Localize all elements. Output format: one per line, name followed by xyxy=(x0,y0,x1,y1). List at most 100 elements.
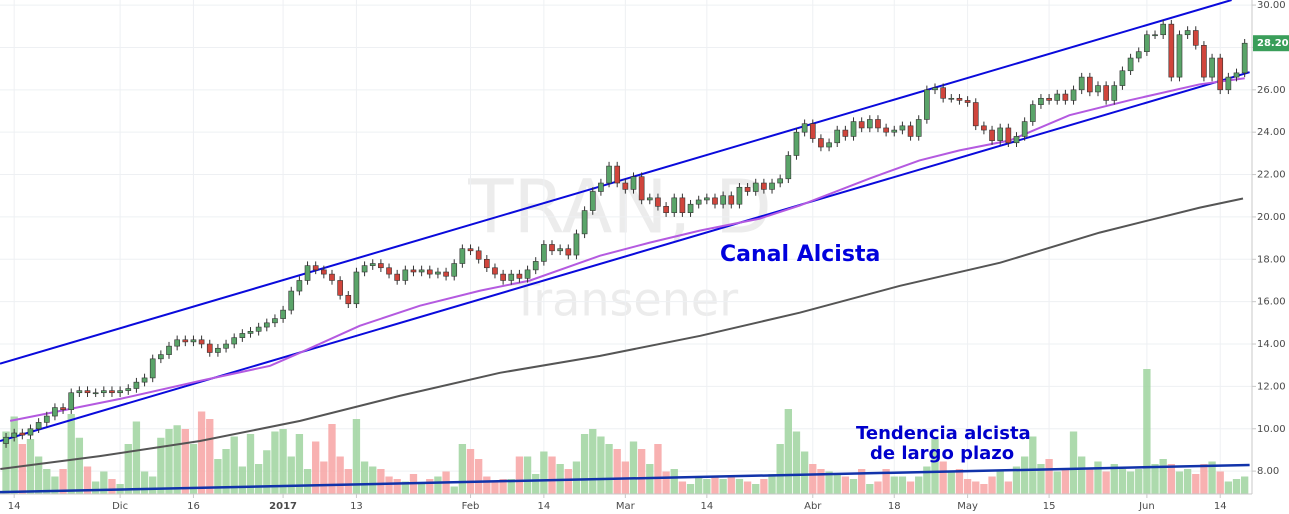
candle-body xyxy=(35,422,42,430)
candle-body xyxy=(850,121,857,137)
volume-bar xyxy=(108,479,116,494)
candle-body xyxy=(1184,30,1191,36)
volume-bar xyxy=(360,461,369,494)
volume-bar xyxy=(149,476,157,494)
candle-body xyxy=(875,119,881,129)
volume-bar xyxy=(743,481,752,494)
candle-body xyxy=(1209,57,1215,78)
candle-body xyxy=(524,269,531,279)
candle-body xyxy=(598,182,604,192)
x-tick-label: 16 xyxy=(187,501,200,512)
x-tick-label: 2017 xyxy=(269,501,297,512)
volume-bar xyxy=(92,481,100,494)
volume-bar xyxy=(417,484,426,494)
volume-bar xyxy=(1216,471,1224,494)
candle-body xyxy=(1087,76,1093,93)
volume-bar xyxy=(401,481,409,494)
volume-bar xyxy=(719,479,727,494)
candle-body xyxy=(1046,97,1052,101)
candle-body xyxy=(508,273,515,281)
watermark-name: Transener xyxy=(511,273,738,327)
volume-bar xyxy=(279,429,287,494)
volume-bar xyxy=(703,479,711,494)
candle-body xyxy=(1144,34,1150,52)
candle-body xyxy=(84,390,91,394)
volume-bar xyxy=(1053,471,1061,494)
volume-bar xyxy=(996,471,1004,494)
candle-body xyxy=(52,407,58,417)
volume-bar xyxy=(491,481,499,494)
volume-bar xyxy=(800,451,809,494)
candle-body xyxy=(687,203,694,213)
volume-bar xyxy=(1061,469,1070,494)
candle-body xyxy=(1070,89,1077,101)
candle-body xyxy=(1168,23,1175,78)
volume-bar xyxy=(1102,471,1110,494)
candle-body xyxy=(3,436,9,444)
candle-body xyxy=(818,138,824,148)
candle-body xyxy=(1005,127,1012,144)
candle-body xyxy=(435,271,441,275)
candle-body xyxy=(182,339,189,343)
candle-body xyxy=(296,280,303,292)
candle-body xyxy=(549,244,555,252)
candle-body xyxy=(1119,70,1126,86)
volume-bar xyxy=(1110,464,1118,494)
volume-bar xyxy=(377,469,385,494)
candle-body xyxy=(215,347,221,353)
volume-bar xyxy=(866,484,874,494)
volume-bar xyxy=(1208,461,1216,494)
volume-bar xyxy=(1192,474,1200,494)
candle-body xyxy=(1054,93,1061,101)
candle-body xyxy=(60,407,66,410)
candle-body xyxy=(883,127,889,133)
volume-bar xyxy=(898,476,907,494)
candle-body xyxy=(932,87,938,91)
volume-bar xyxy=(548,456,556,494)
price-axis-bg xyxy=(1252,0,1289,514)
volume-bar xyxy=(564,469,572,494)
volume-bar xyxy=(181,429,189,494)
volume-bar xyxy=(140,471,149,494)
volume-bar xyxy=(206,419,214,494)
candle-body xyxy=(1111,85,1118,101)
candle-body xyxy=(125,388,132,391)
candle-body xyxy=(467,248,474,252)
volume-bar xyxy=(67,414,75,494)
volume-bar xyxy=(1037,464,1045,494)
volume-bar xyxy=(540,451,548,494)
candle-body xyxy=(1038,97,1044,105)
candle-body xyxy=(785,155,792,180)
candle-body xyxy=(329,273,335,281)
candle-body xyxy=(1201,45,1207,78)
volume-bar xyxy=(1232,479,1241,494)
candle-body xyxy=(402,269,409,281)
candle-body xyxy=(1152,34,1158,37)
candle-body xyxy=(27,428,34,436)
volume-bar xyxy=(1224,481,1233,494)
volume-bar xyxy=(735,479,744,494)
candle-body xyxy=(231,337,238,345)
volume-bar xyxy=(613,449,621,494)
annotation: Tendencia alcista xyxy=(856,423,1031,444)
candle-body xyxy=(728,195,735,205)
candle-body xyxy=(769,182,775,190)
trend-line xyxy=(0,71,1250,442)
candle-body xyxy=(948,97,955,100)
volume-bar xyxy=(466,449,475,494)
volume-bar xyxy=(246,434,255,494)
candle-body xyxy=(426,269,433,275)
candle-body xyxy=(614,165,621,184)
volume-bar xyxy=(238,466,247,494)
candle-body xyxy=(736,186,743,205)
last-price-box xyxy=(1253,35,1289,52)
candle-body xyxy=(671,197,678,213)
candle-body xyxy=(190,339,197,343)
volume-bar xyxy=(686,484,695,494)
volume-bar xyxy=(857,469,866,494)
volume-bar xyxy=(605,444,613,494)
candle-body xyxy=(940,87,946,99)
volume-bar xyxy=(955,469,964,494)
candle-body xyxy=(1095,85,1101,93)
candle-body xyxy=(475,250,482,260)
